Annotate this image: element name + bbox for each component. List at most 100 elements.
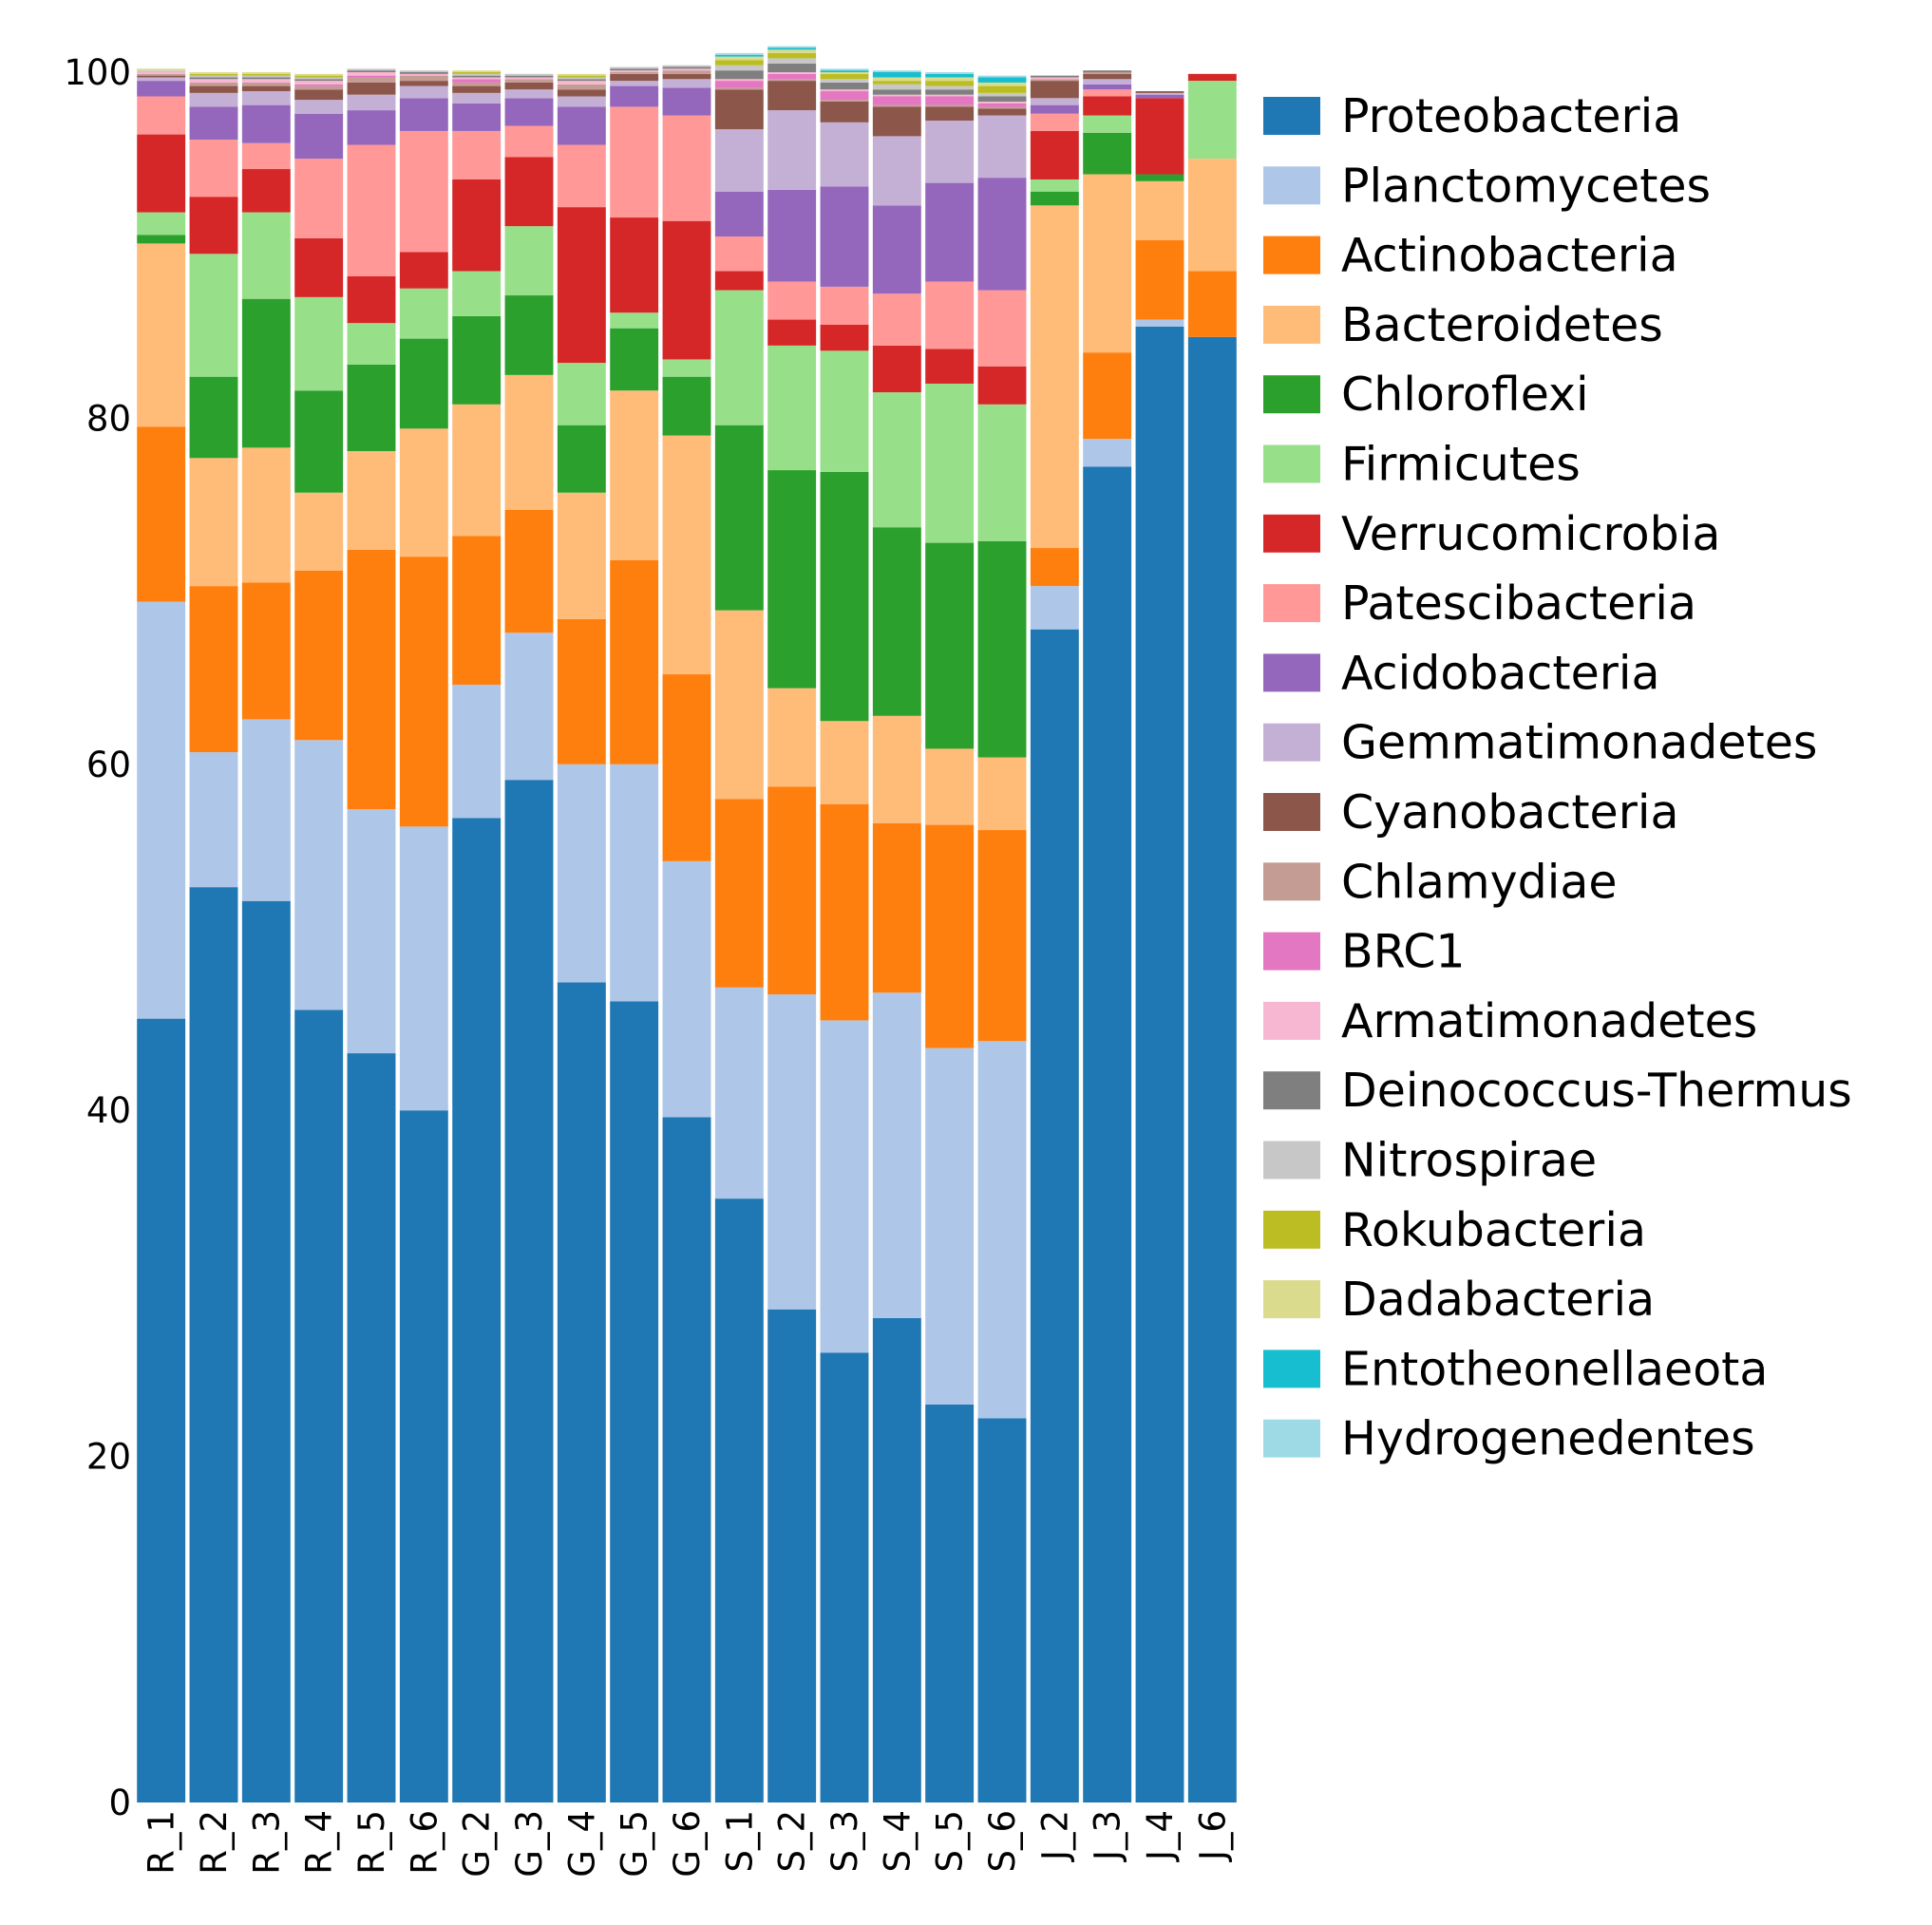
- bar-segment-cyanobacteria: [1083, 73, 1132, 80]
- bar-segment-patescibacteria: [1030, 113, 1079, 131]
- bar-stack-s-6: [977, 75, 1027, 1802]
- bar-segment-chlamydiae: [241, 82, 291, 86]
- bar-segment-gemmatimonadetes: [714, 129, 764, 192]
- y-tick-label: 100: [64, 52, 131, 93]
- bar-segment-verrucomicrobia: [820, 325, 869, 351]
- bar-segment-dadabacteria: [977, 82, 1027, 86]
- bar-segment-verrucomicrobia: [452, 179, 502, 272]
- bar-segment-chloroflexi: [820, 471, 869, 722]
- bar-segment-gemmatimonadetes: [399, 85, 448, 99]
- bar-segment-verrucomicrobia: [504, 157, 554, 227]
- bar-segment-gemmatimonadetes: [504, 89, 554, 99]
- bar-segment-verrucomicrobia: [347, 276, 396, 324]
- bar-segment-armatimonadetes: [610, 70, 659, 72]
- legend-swatch: [1263, 584, 1320, 623]
- bar-segment-verrucomicrobia: [399, 252, 448, 289]
- bar-segment-patescibacteria: [820, 286, 869, 326]
- bar-segment-armatimonadetes: [872, 94, 921, 97]
- x-tick-label: J_6: [1192, 1810, 1233, 1862]
- bar-segment-verrucomicrobia: [1083, 96, 1132, 116]
- x-tick-label: G_2: [457, 1810, 498, 1878]
- bar-segment-armatimonadetes: [137, 72, 186, 74]
- bar-segment-chloroflexi: [925, 542, 975, 749]
- bar-segment-armatimonadetes: [347, 72, 396, 76]
- bar-segment-cyanobacteria: [714, 89, 764, 130]
- bar-segment-dadabacteria: [189, 72, 238, 74]
- bar-segment-planctomycetes: [714, 987, 764, 1199]
- bar-segment-dadabacteria: [241, 72, 291, 74]
- legend-item-hydrogenedentes: Hydrogenedentes: [1263, 1412, 1755, 1466]
- bar-segment-actinobacteria: [452, 536, 502, 685]
- bar-stack-r-3: [241, 72, 291, 1802]
- x-tick-label: S_2: [772, 1810, 813, 1873]
- bar-segment-chloroflexi: [1083, 132, 1132, 175]
- bar-segment-cyanobacteria: [557, 89, 606, 97]
- bar-segment-rokubacteria: [872, 81, 921, 85]
- bar-segment-acidobacteria: [137, 81, 186, 97]
- bar-segment-chlamydiae: [767, 79, 817, 82]
- bar-segment-deinococcus-thermus: [399, 72, 448, 74]
- bar-segment-cyanobacteria: [399, 81, 448, 86]
- bar-segment-actinobacteria: [241, 582, 291, 720]
- bar-segment-planctomycetes: [137, 601, 186, 1019]
- bar-segment-patescibacteria: [872, 293, 921, 346]
- bar-stack-j-4: [1135, 91, 1184, 1803]
- bar-segment-proteobacteria: [1135, 326, 1184, 1803]
- legend-label: Chloroflexi: [1341, 368, 1589, 422]
- bar-segment-proteobacteria: [925, 1404, 975, 1802]
- bar-segment-chloroflexi: [872, 527, 921, 716]
- bar-segment-bacteroidetes: [1135, 180, 1184, 240]
- bar-stack-r-6: [399, 70, 448, 1802]
- bar-segment-verrucomicrobia: [241, 169, 291, 213]
- bar-segment-deinococcus-thermus: [767, 63, 817, 72]
- legend-item-dadabacteria: Dadabacteria: [1263, 1273, 1655, 1327]
- bar-segment-nitrospirae: [820, 79, 869, 83]
- bar-segment-chloroflexi: [504, 295, 554, 375]
- bar-segment-chloroflexi: [399, 338, 448, 429]
- bar-segment-patescibacteria: [610, 106, 659, 218]
- bar-segment-actinobacteria: [347, 549, 396, 810]
- bar-segment-proteobacteria: [872, 1317, 921, 1802]
- legend-label: Bacteroidetes: [1341, 298, 1663, 352]
- bar-segment-rokubacteria: [452, 72, 502, 74]
- bar-segment-actinobacteria: [820, 803, 869, 1021]
- bar-segment-chloroflexi: [610, 328, 659, 391]
- bar-segment-actinobacteria: [1030, 548, 1079, 587]
- bar-segment-proteobacteria: [504, 780, 554, 1803]
- bar-segment-proteobacteria: [1030, 629, 1079, 1803]
- bar-segment-hydrogenedentes: [820, 68, 869, 71]
- bar-segment-dadabacteria: [452, 70, 502, 72]
- bar-segment-actinobacteria: [399, 557, 448, 827]
- bar-segment-bacteroidetes: [399, 428, 448, 557]
- bar-segment-bacteroidetes: [347, 451, 396, 550]
- x-tick-label: J_2: [1034, 1810, 1075, 1862]
- bar-segment-nitrospirae: [399, 70, 448, 72]
- bar-segment-armatimonadetes: [452, 77, 502, 80]
- bar-segment-brc1: [872, 96, 921, 105]
- bar-segment-patescibacteria: [977, 290, 1027, 367]
- bar-stack-g-5: [610, 66, 659, 1802]
- bar-segment-proteobacteria: [610, 1001, 659, 1802]
- bar-segment-nitrospirae: [925, 85, 975, 90]
- legend-item-gemmatimonadetes: Gemmatimonadetes: [1263, 716, 1817, 770]
- bar-segment-acidobacteria: [1030, 104, 1079, 114]
- bar-segment-acidobacteria: [347, 110, 396, 145]
- legend-swatch: [1263, 862, 1320, 901]
- legend-label: Chlamydiae: [1341, 855, 1618, 909]
- bar-segment-actinobacteria: [925, 824, 975, 1048]
- bar-segment-hydrogenedentes: [872, 70, 921, 72]
- bar-segment-chlamydiae: [610, 72, 659, 74]
- x-tick-label: R_3: [246, 1810, 287, 1875]
- bar-segment-patescibacteria: [767, 281, 817, 320]
- bar-segment-firmicutes: [872, 392, 921, 528]
- bar-segment-bacteroidetes: [241, 447, 291, 583]
- bar-segment-dadabacteria: [137, 68, 186, 71]
- bar-segment-actinobacteria: [137, 426, 186, 602]
- bar-segment-chlamydiae: [1083, 72, 1132, 74]
- bar-segment-firmicutes: [189, 254, 238, 377]
- bar-stack-s-4: [872, 70, 921, 1802]
- bar-segment-bacteroidetes: [137, 243, 186, 427]
- bar-segment-verrucomicrobia: [925, 349, 975, 384]
- bar-segment-verrucomicrobia: [1030, 130, 1079, 179]
